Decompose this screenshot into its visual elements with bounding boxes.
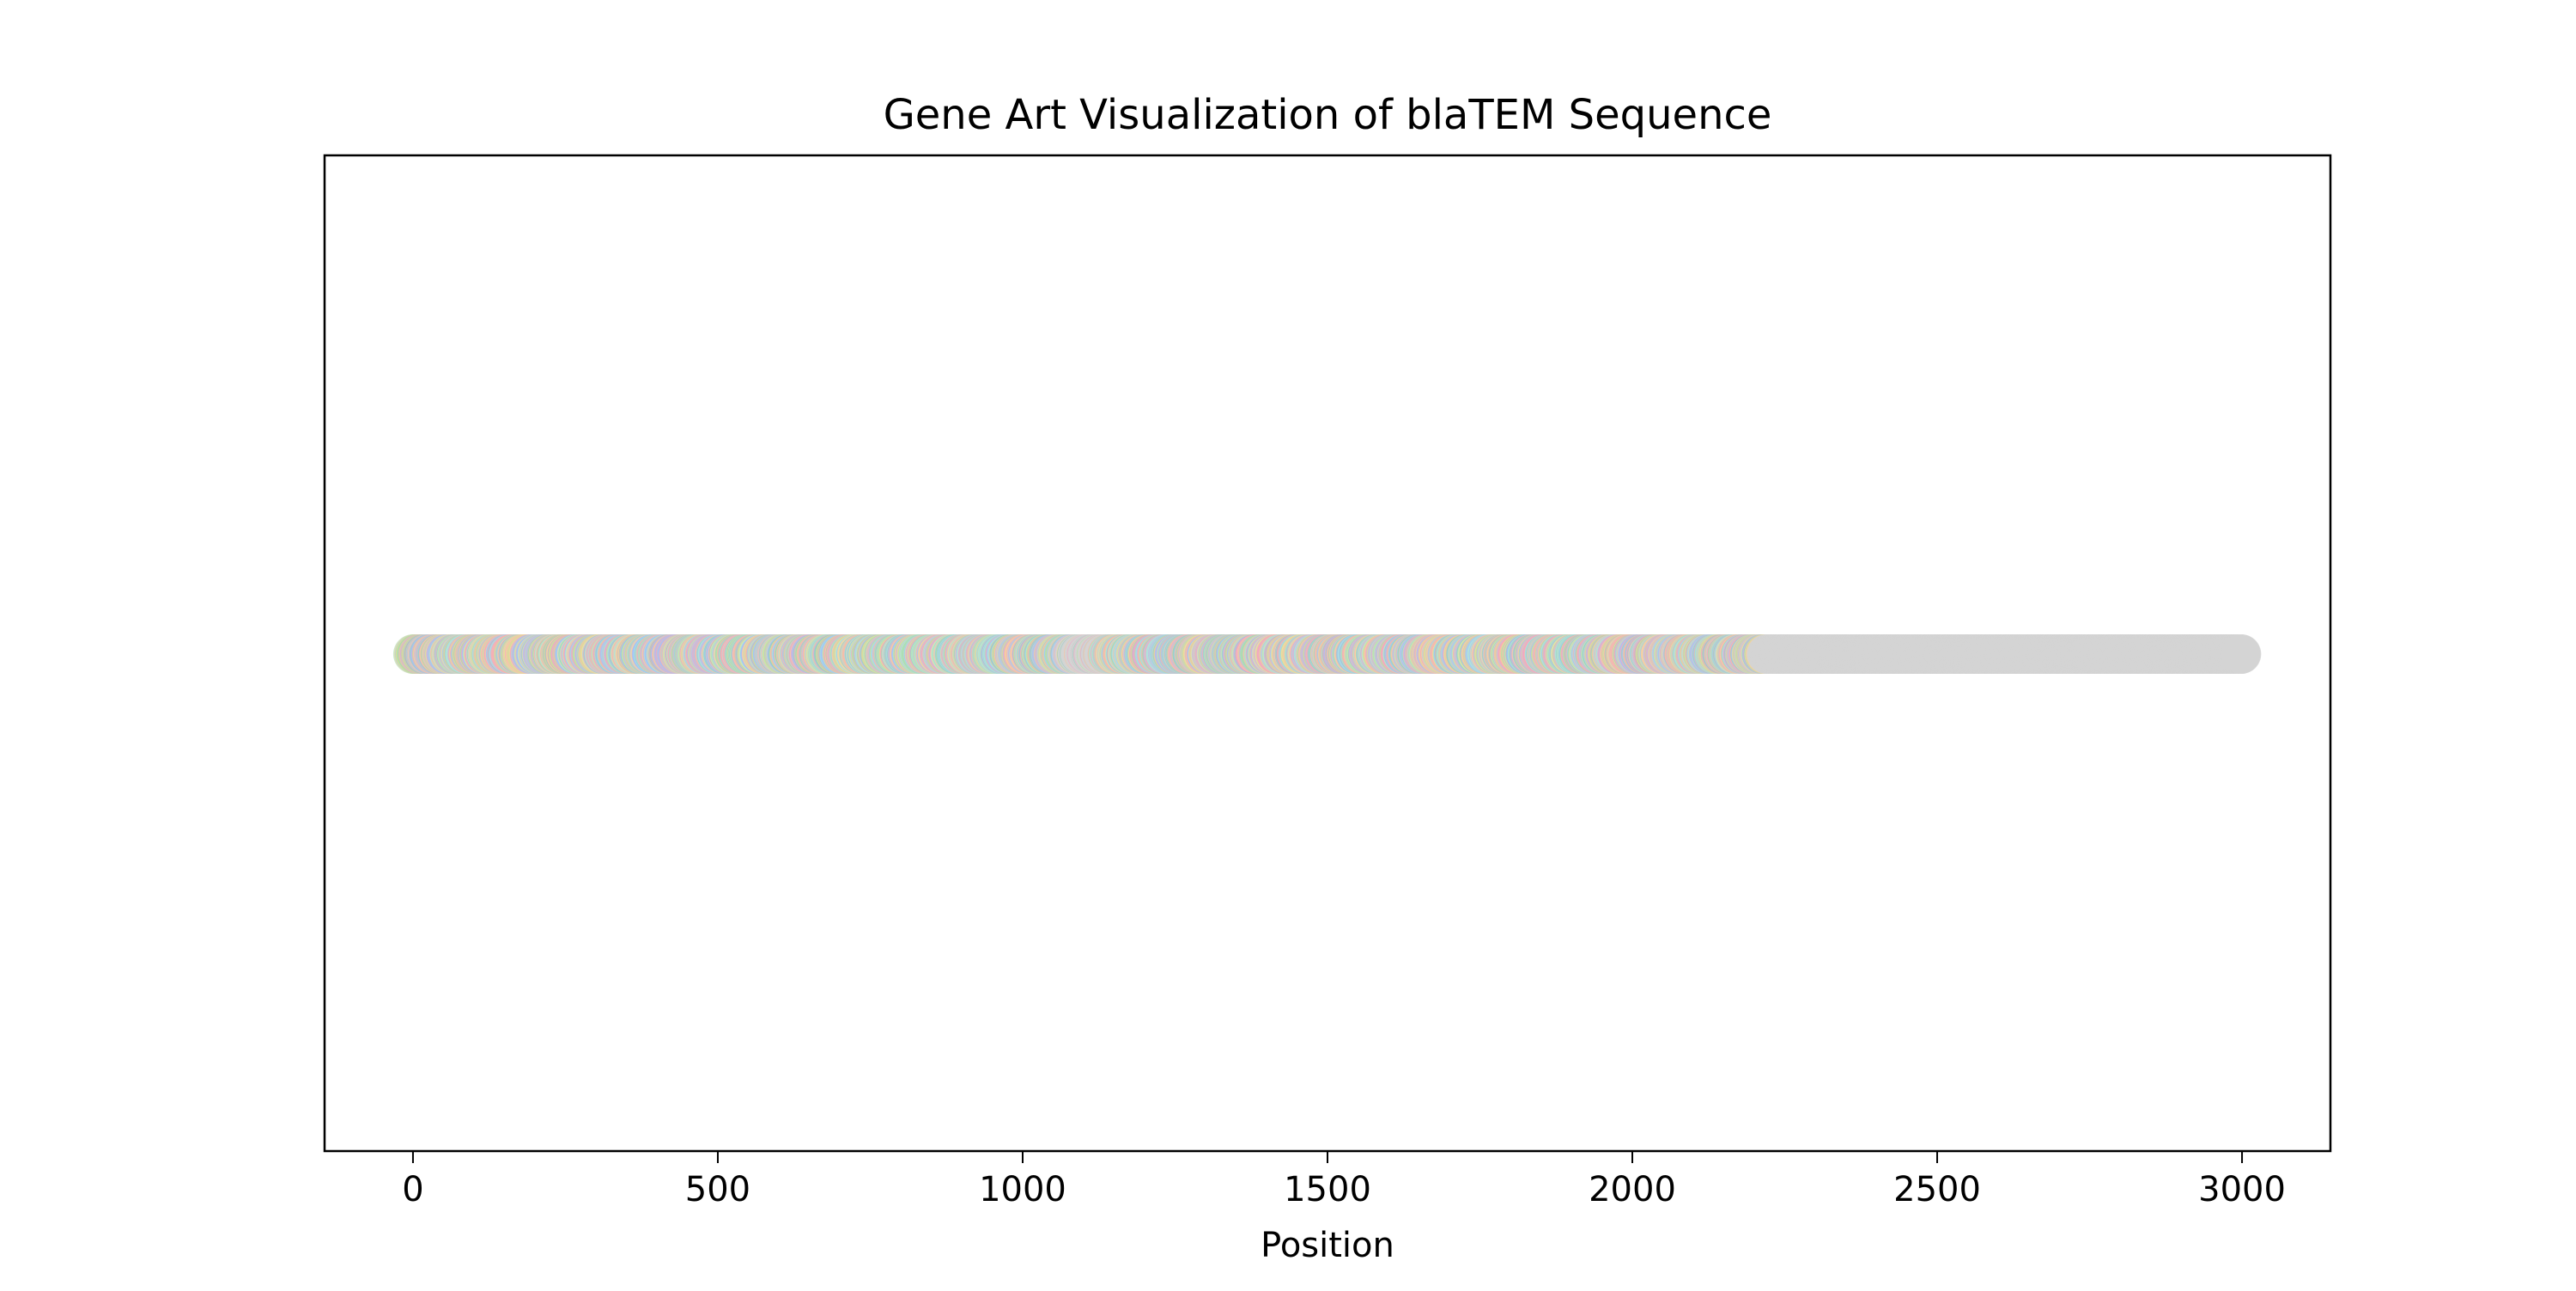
x-axis-ticks: 0 500 1000 1500 2000 2500 3000 [402,1151,2286,1209]
x-tick-label: 2000 [1589,1170,1676,1209]
sequence-point [2221,634,2262,674]
x-tick-label: 0 [402,1170,423,1209]
x-tick-label: 2500 [1893,1170,1981,1209]
x-tick-label: 500 [685,1170,750,1209]
x-axis-label: Position [1261,1226,1394,1265]
points-layer [392,634,2262,674]
chart-title: Gene Art Visualization of blaTEM Sequenc… [884,91,1772,139]
x-tick-label: 1000 [979,1170,1066,1209]
x-tick-label: 3000 [2198,1170,2286,1209]
x-tick-label: 1500 [1284,1170,1371,1209]
